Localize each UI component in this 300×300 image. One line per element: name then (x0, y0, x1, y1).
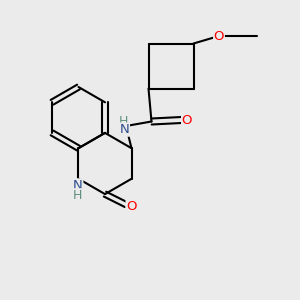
Text: O: O (126, 200, 137, 213)
Text: H: H (73, 189, 83, 202)
Text: N: N (120, 123, 129, 136)
Text: N: N (73, 179, 83, 192)
Text: O: O (182, 113, 192, 127)
Text: H: H (118, 115, 128, 128)
Text: O: O (214, 29, 224, 43)
